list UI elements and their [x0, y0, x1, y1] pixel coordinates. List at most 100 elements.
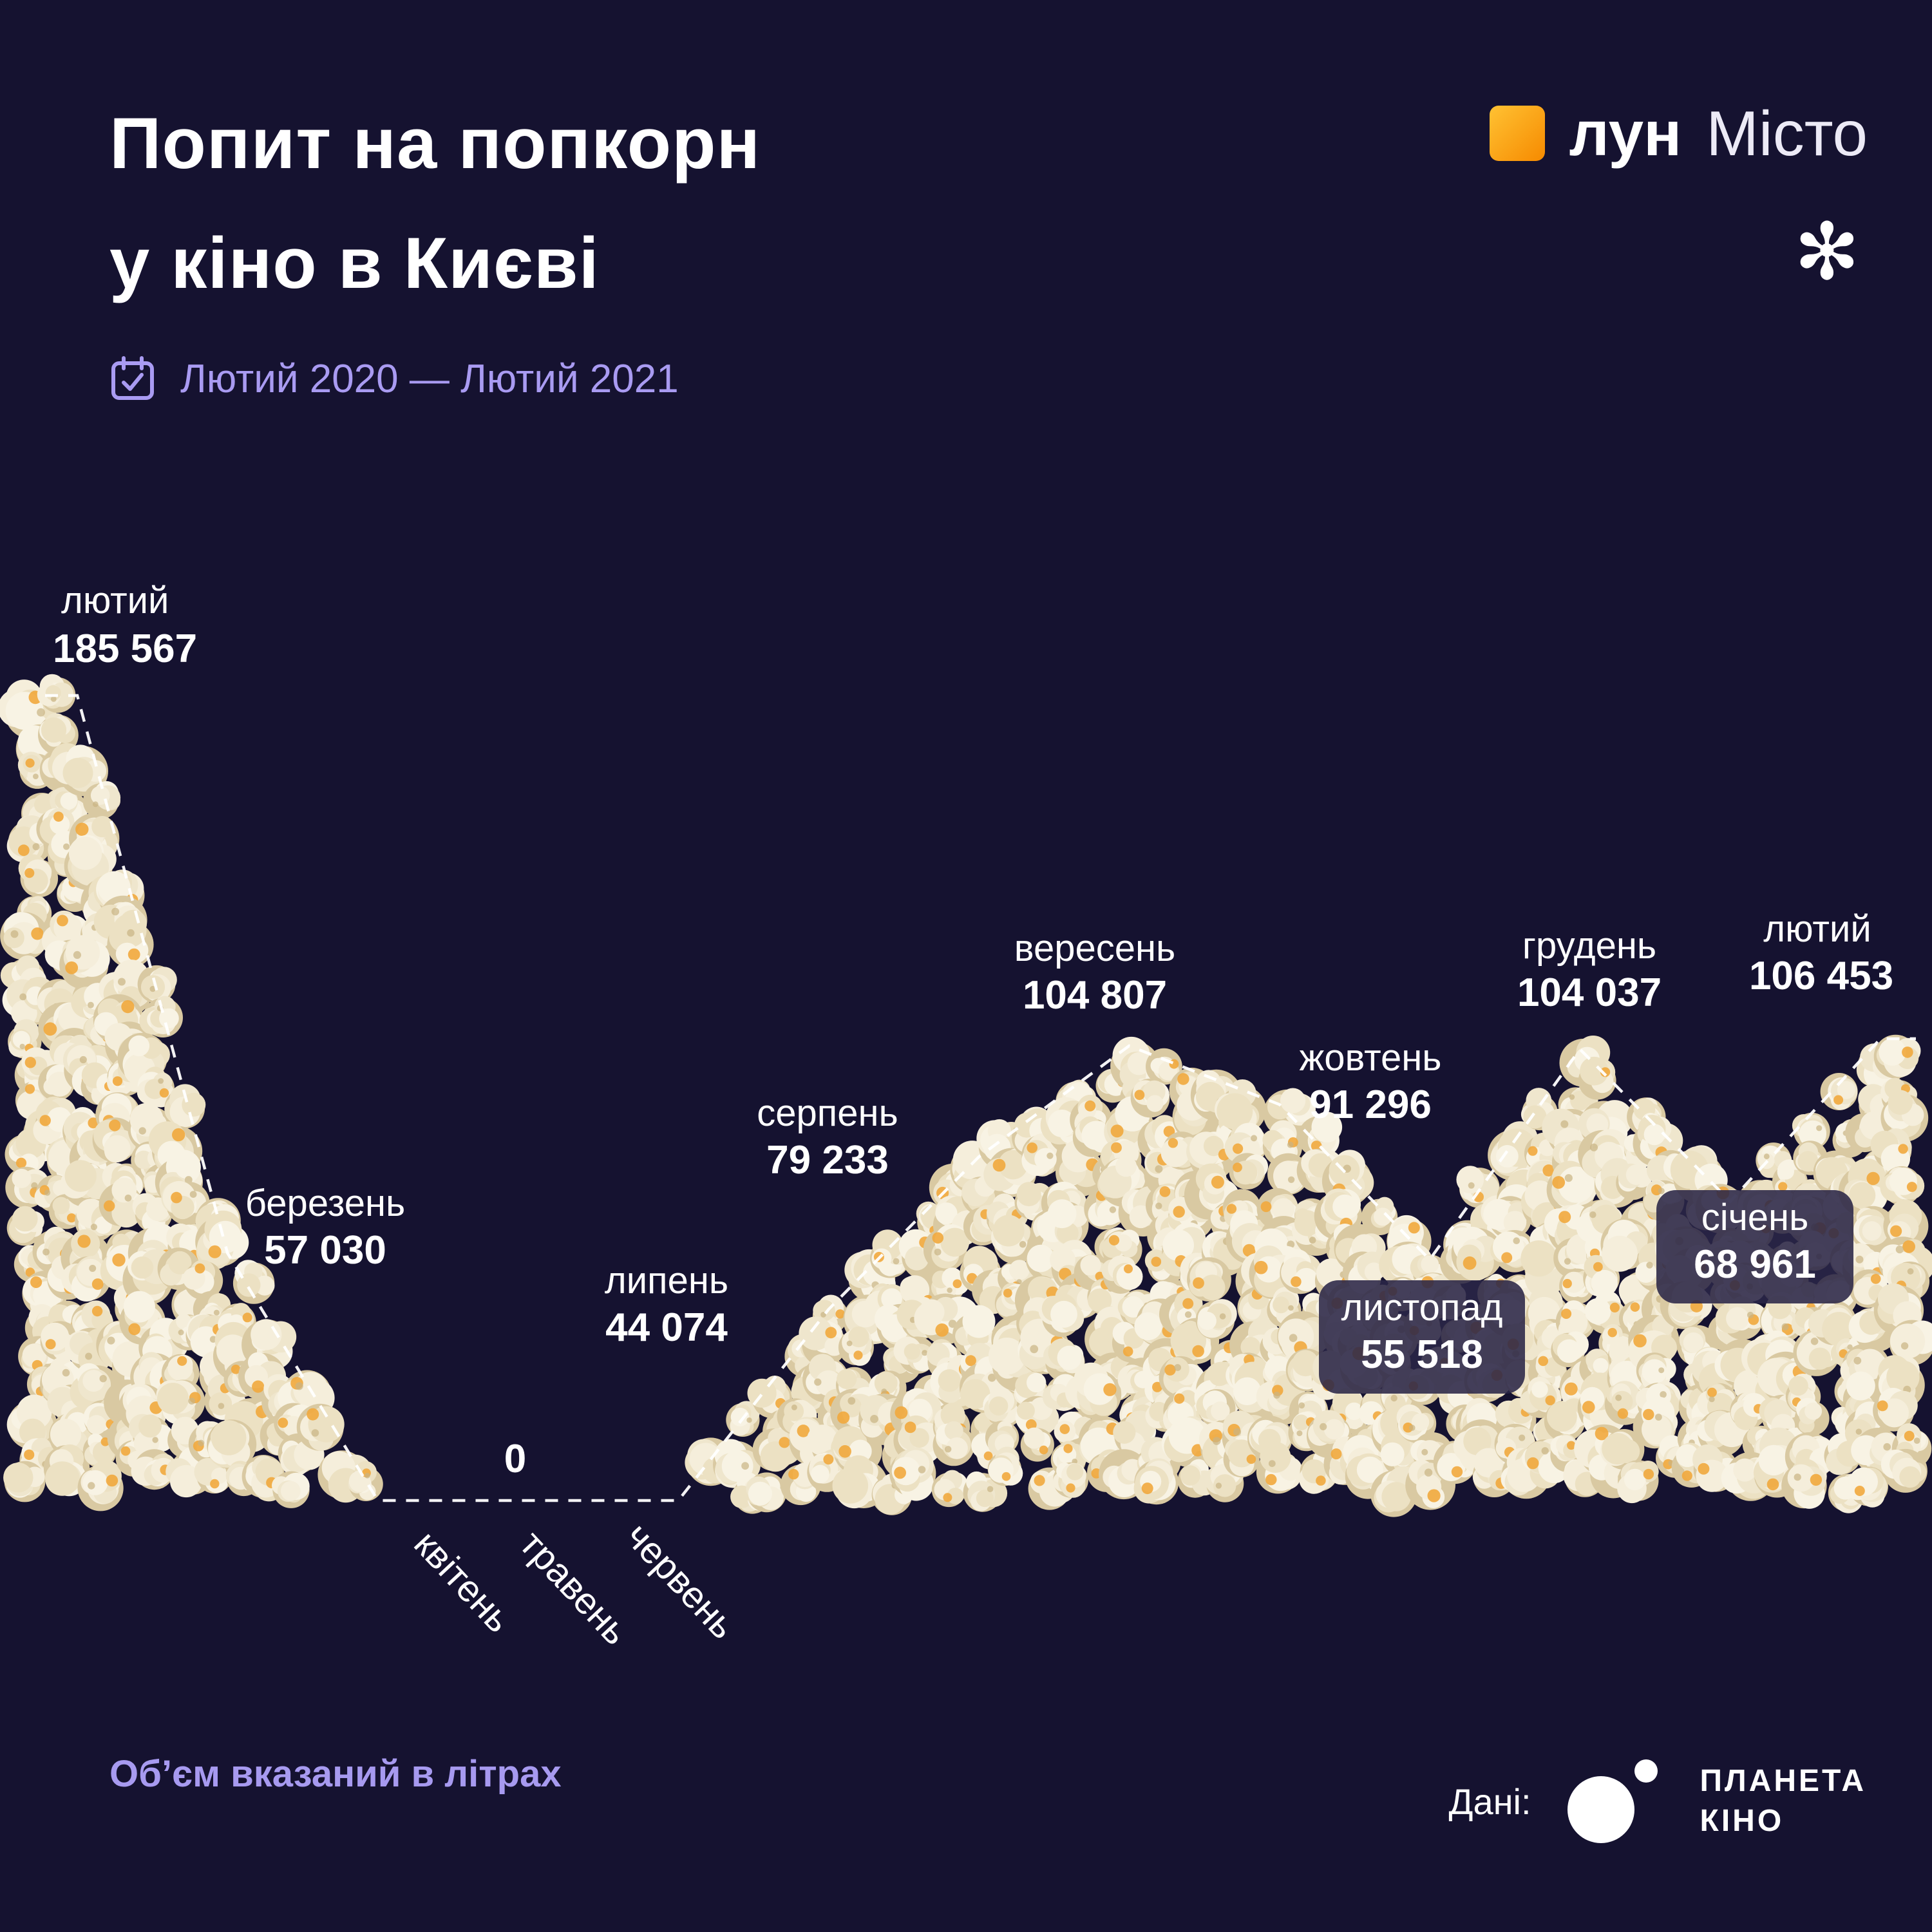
popcorn-kernel [1020, 1427, 1054, 1462]
popcorn-kernel [1617, 1460, 1659, 1504]
popcorn-kernel [52, 744, 108, 797]
misto-logo-text: Місто [1706, 98, 1868, 169]
date-range-label: Лютий 2020 — Лютий 2021 [180, 356, 679, 401]
popcorn-kernel [132, 1193, 173, 1233]
asterisk-icon: ✻ [1794, 208, 1860, 296]
popcorn-kernel [1014, 1182, 1052, 1221]
popcorn-kernel [1370, 1466, 1421, 1517]
label-badge [1319, 1280, 1525, 1394]
popcorn-kernel [1097, 1155, 1149, 1208]
popcorn-kernel [1161, 1416, 1213, 1468]
popcorn-kernel [1781, 1459, 1827, 1509]
popcorn-kernel [131, 1449, 176, 1490]
label-badge [1656, 1190, 1853, 1303]
lun-misto-logo: лун Місто [1489, 98, 1868, 169]
month-label: червень [617, 1515, 744, 1647]
date-range: Лютий 2020 — Лютий 2021 [109, 355, 679, 402]
units-note: Об’єм вказаний в літрах [109, 1753, 562, 1795]
popcorn-kernel [1553, 1233, 1599, 1279]
popcorn-kernel [871, 1473, 913, 1515]
popcorn-kernel [1014, 1371, 1050, 1410]
popcorn-kernel [1792, 1112, 1830, 1150]
popcorn-kernel [278, 1433, 325, 1476]
popcorn-kernel [1604, 1381, 1647, 1425]
month-label: вересень [1014, 927, 1175, 969]
popcorn-kernel [6, 1206, 44, 1246]
popcorn-kernel [8, 1019, 42, 1059]
popcorn-kernel [923, 1224, 970, 1272]
popcorn-kernel [1850, 1206, 1896, 1252]
popcorn-kernel [983, 1388, 1023, 1428]
popcorn-kernel [1298, 1112, 1343, 1158]
popcorn-kernel [70, 1363, 120, 1411]
popcorn-kernel [1451, 1226, 1503, 1281]
popcorn-kernel [1546, 1160, 1598, 1215]
page-title-line1: Попит на попкорн [109, 103, 761, 184]
popcorn-kernel [6, 1394, 57, 1450]
page-title-line2: у кіно в Києві [109, 222, 600, 303]
month-label: лютий [1763, 908, 1871, 950]
popcorn-kernel [1072, 1116, 1113, 1157]
popcorn-kernel [1844, 1466, 1888, 1508]
popcorn-kernel [990, 1215, 1037, 1264]
popcorn-kernel [1808, 1300, 1857, 1347]
popcorn-kernel [1889, 1320, 1932, 1366]
popcorn-kernel [77, 1460, 124, 1511]
lun-logo-text: лун [1569, 98, 1682, 169]
popcorn-kernel [1101, 1255, 1143, 1294]
popcorn-kernel [139, 996, 183, 1037]
month-label: листопад [1341, 1287, 1503, 1329]
value-label: 106 453 [1749, 954, 1893, 998]
popcorn-kernel [1880, 1448, 1927, 1493]
popcorn-kernel [832, 1455, 888, 1509]
popcorn-kernel [5, 1128, 46, 1175]
popcorn-kernel [1306, 1410, 1352, 1459]
popcorn-kernel [1037, 1199, 1089, 1252]
popcorn-kernel [38, 713, 79, 755]
popcorn-kernel [1873, 1034, 1921, 1079]
popcorn-kernel [1280, 1249, 1322, 1294]
popcorn-kernel [1146, 1048, 1182, 1085]
popcorn-kernel [164, 1084, 206, 1129]
popcorn-kernel [60, 1160, 113, 1208]
value-label: 79 233 [766, 1138, 889, 1182]
value-label: 57 030 [264, 1228, 386, 1273]
popcorn-fill [0, 674, 1932, 1517]
popcorn-kernel [1345, 1447, 1395, 1499]
popcorn-kernel [987, 1446, 1023, 1486]
popcorn-kernel [1052, 1462, 1088, 1498]
popcorn-kernel [1187, 1257, 1231, 1302]
popcorn-kernel [1223, 1435, 1260, 1477]
popcorn-kernel [137, 965, 177, 1003]
popcorn-kernel [1215, 1079, 1267, 1133]
popcorn-kernel [1195, 1299, 1237, 1340]
popcorn-kernel [933, 1421, 975, 1466]
popcorn-kernel [1256, 1441, 1302, 1494]
popcorn-kernel [99, 1177, 144, 1228]
popcorn-kernel [1616, 1163, 1653, 1200]
popcorn-kernel [0, 912, 48, 960]
popcorn-kernel [1600, 1429, 1645, 1470]
calendar-icon [111, 356, 154, 400]
popcorn-kernel [1170, 1318, 1220, 1364]
popcorn-kernel [61, 1256, 111, 1302]
popcorn-kernel [232, 1260, 275, 1304]
popcorn-kernel [1102, 1229, 1142, 1270]
page-title: Попит на попкорн у кіно в Києві [109, 84, 761, 323]
popcorn-kernel [1043, 1338, 1085, 1383]
popcorn-kernel [3, 1461, 46, 1502]
popcorn-kernel [1229, 1153, 1269, 1189]
month-label: грудень [1522, 925, 1656, 967]
popcorn-kernel [129, 1412, 175, 1456]
value-label: 91 296 [1309, 1083, 1432, 1127]
popcorn-kernel [1692, 1444, 1742, 1492]
popcorn-kernel [92, 1117, 138, 1163]
popcorn-kernel [746, 1472, 787, 1513]
value-label: 44 074 [605, 1305, 728, 1350]
popcorn-kernel [137, 1066, 175, 1108]
popcorn-kernel [1794, 1397, 1830, 1436]
popcorn-kernel [1263, 1088, 1316, 1138]
popcorn-kernel [1870, 1128, 1912, 1174]
month-label: березень [245, 1182, 406, 1224]
